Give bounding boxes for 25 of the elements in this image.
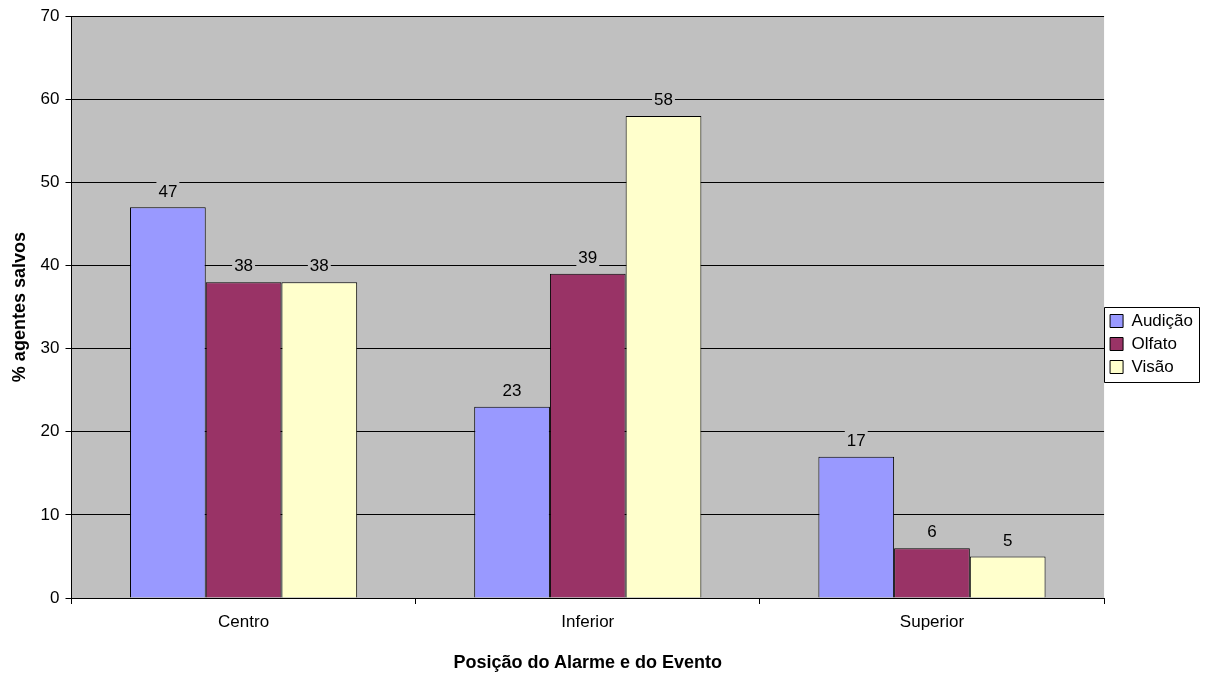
data-label: 38 bbox=[234, 256, 254, 276]
y-tick-label: 30 bbox=[40, 338, 60, 358]
x-tick-label: Centro bbox=[218, 611, 270, 631]
data-label: 39 bbox=[578, 248, 598, 268]
y-tick-label: 70 bbox=[40, 5, 60, 25]
data-label: 5 bbox=[1002, 530, 1013, 550]
y-tick-label: 0 bbox=[50, 587, 60, 607]
y-tick-label: 50 bbox=[40, 172, 60, 192]
data-label: 38 bbox=[309, 256, 329, 276]
y-tick-label: 10 bbox=[40, 504, 60, 524]
y-tick-label: 40 bbox=[40, 255, 60, 275]
x-tick-label: Inferior bbox=[561, 611, 615, 631]
data-label: 23 bbox=[502, 381, 522, 401]
legend-label: Olfato bbox=[1131, 333, 1177, 353]
y-tick-label: 60 bbox=[40, 89, 60, 108]
data-label: 17 bbox=[846, 430, 866, 450]
x-tick-label: Superior bbox=[899, 611, 965, 631]
legend-label: Audição bbox=[1131, 310, 1193, 330]
data-label: 6 bbox=[927, 522, 937, 542]
y-axis-title: % agentes salvos bbox=[8, 232, 29, 383]
data-label: 47 bbox=[158, 181, 178, 201]
data-label: 58 bbox=[654, 90, 673, 110]
legend-label: Visão bbox=[1131, 356, 1174, 376]
y-tick-label: 20 bbox=[40, 421, 60, 441]
x-axis-title: Posição do Alarme e do Evento bbox=[453, 652, 722, 673]
